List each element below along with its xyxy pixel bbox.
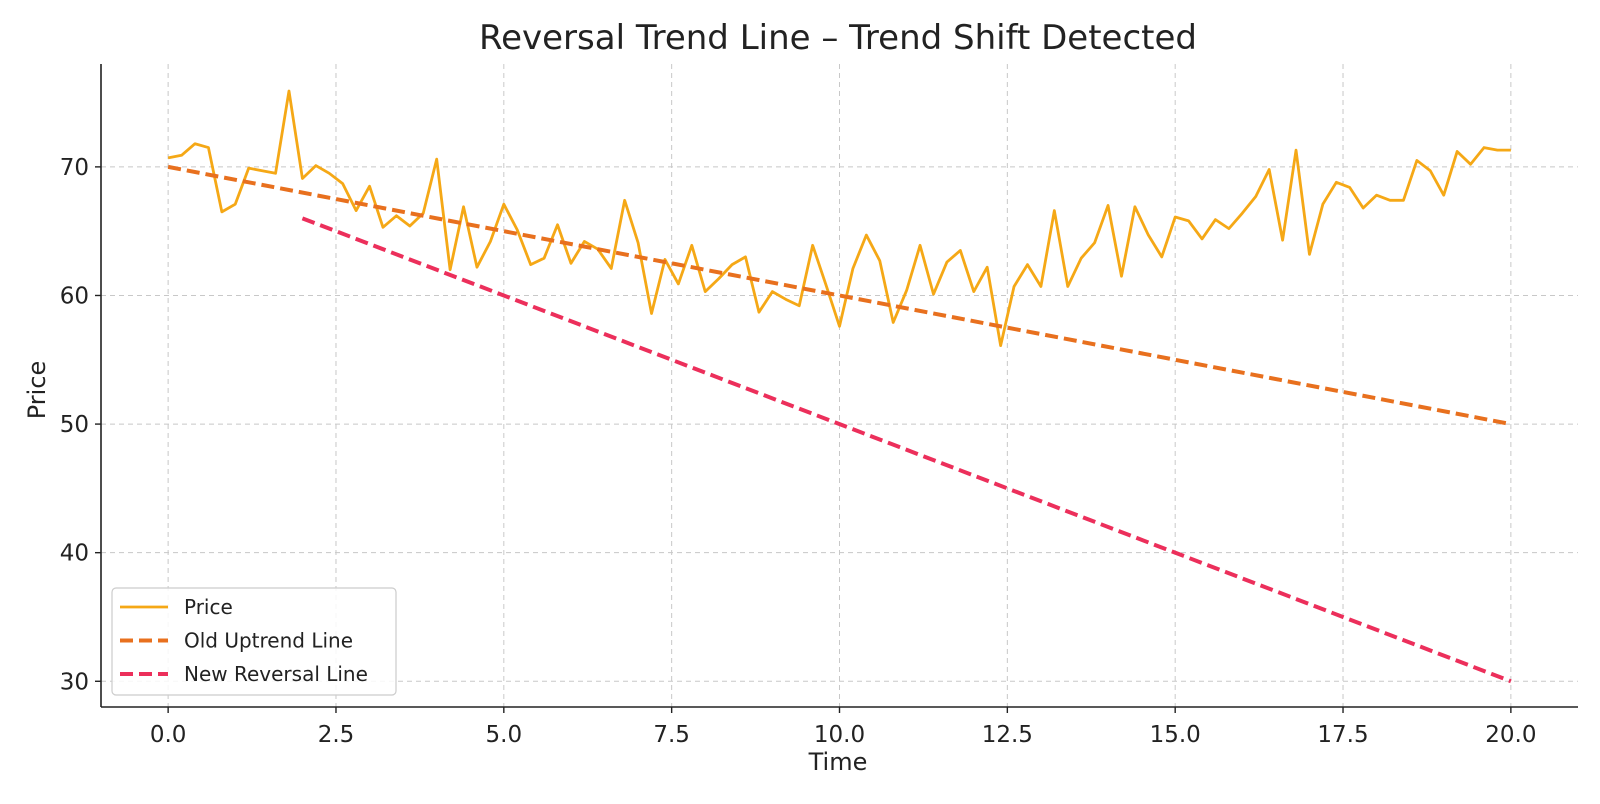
y-tick-label: 30 xyxy=(60,669,89,695)
ticks: 0.0 2.5 5.0 7.5 10.0 12.5 15.0 17.5 20.0 30 40 50 60… xyxy=(60,155,1537,748)
y-axis-label: Price xyxy=(23,361,51,420)
x-tick-label: 20.0 xyxy=(1485,722,1536,748)
chart-title: Reversal Trend Line – Trend Shift Detect… xyxy=(479,18,1197,58)
y-tick-label: 40 xyxy=(60,541,89,567)
x-tick-label: 0.0 xyxy=(150,722,187,748)
x-tick-label: 5.0 xyxy=(486,722,523,748)
series-group xyxy=(167,89,1512,684)
x-tick-label: 17.5 xyxy=(1317,722,1368,748)
legend: Price Old Uptrend Line New Reversal Line xyxy=(111,587,397,696)
series-price-line xyxy=(167,89,1511,348)
legend-label-price: Price xyxy=(184,595,233,619)
x-tick-label: 10.0 xyxy=(814,722,865,748)
x-tick-label: 2.5 xyxy=(318,722,355,748)
y-tick-label: 70 xyxy=(60,155,89,181)
legend-label-old-uptrend-line: Old Uptrend Line xyxy=(184,629,353,653)
x-tick-label: 7.5 xyxy=(653,722,690,748)
x-tick-label: 15.0 xyxy=(1150,722,1201,748)
x-axis-label: Time xyxy=(808,748,868,776)
series-new-reversal-line-line xyxy=(301,216,1512,684)
x-tick-label: 12.5 xyxy=(982,722,1033,748)
y-tick-label: 60 xyxy=(60,283,89,309)
legend-box xyxy=(111,587,397,696)
y-tick-label: 50 xyxy=(60,412,89,438)
legend-label-new-reversal-line: New Reversal Line xyxy=(184,662,368,686)
